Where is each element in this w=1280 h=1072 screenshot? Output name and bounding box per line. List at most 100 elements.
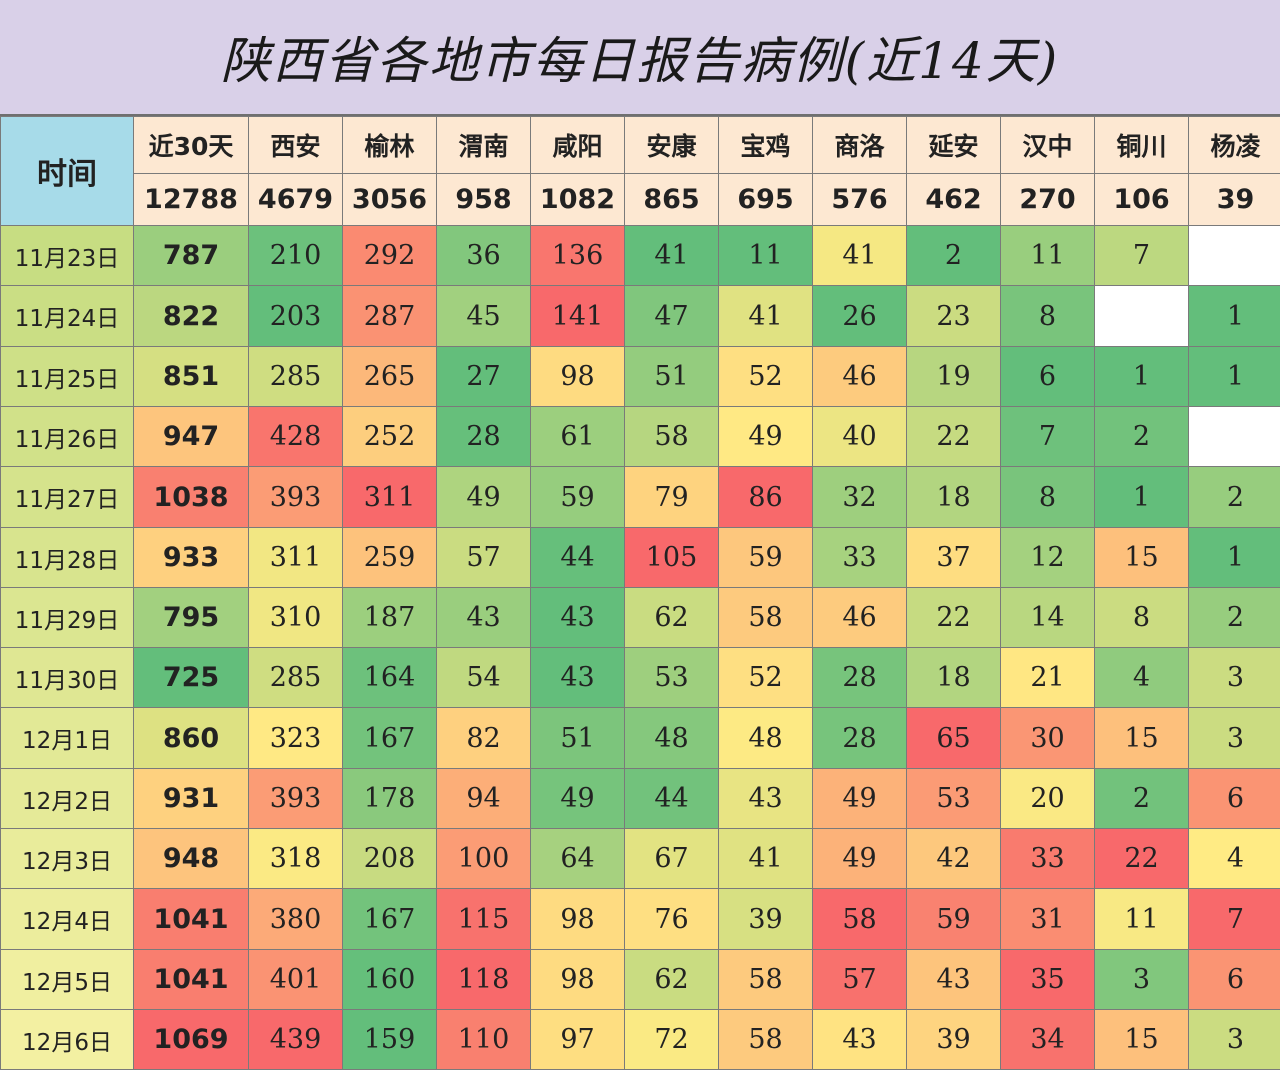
heatmap-cell: 2 (1094, 768, 1189, 829)
heatmap-cell: 59 (718, 527, 813, 588)
heatmap-cell: 105 (624, 527, 719, 588)
heatmap-cell: 51 (530, 707, 625, 769)
heatmap-cell: 31 (1000, 888, 1095, 950)
heatmap-cell: 3 (1188, 1009, 1280, 1070)
heatmap-cell: 4 (1188, 828, 1280, 889)
heatmap-cell: 110 (436, 1009, 531, 1070)
row-date-label: 11月27日 (0, 466, 134, 528)
column-total: 462 (906, 173, 1001, 226)
heatmap-cell: 187 (342, 587, 437, 648)
heatmap-cell: 167 (342, 707, 437, 769)
heatmap-cell: 252 (342, 406, 437, 467)
heatmap-cell: 43 (436, 587, 531, 648)
heatmap-cell: 86 (718, 466, 813, 528)
heatmap-cell: 33 (1000, 828, 1095, 889)
column-total: 1082 (530, 173, 625, 226)
heatmap-cell: 53 (624, 647, 719, 708)
heatmap-cell: 51 (624, 346, 719, 407)
heatmap-cell: 47 (624, 285, 719, 347)
heatmap-cell: 41 (718, 285, 813, 347)
heatmap-cell: 44 (624, 768, 719, 829)
heatmap-cell: 26 (812, 285, 907, 347)
heatmap-cell: 27 (436, 346, 531, 407)
row-date-label: 12月5日 (0, 949, 134, 1010)
column-header: 杨凌 (1188, 116, 1280, 174)
heatmap-cell: 136 (530, 225, 625, 286)
row-date-label: 12月6日 (0, 1009, 134, 1070)
heatmap-cell: 52 (718, 647, 813, 708)
row-date-label: 11月29日 (0, 587, 134, 648)
heatmap-cell: 62 (624, 949, 719, 1010)
column-header: 近30天 (133, 116, 249, 174)
row-total-cell: 933 (133, 527, 249, 588)
row-total-cell: 822 (133, 285, 249, 347)
heatmap-cell: 100 (436, 828, 531, 889)
heatmap-cell: 2 (906, 225, 1001, 286)
heatmap-cell: 43 (530, 587, 625, 648)
heatmap-cell: 42 (906, 828, 1001, 889)
heatmap-cell: 46 (812, 587, 907, 648)
heatmap-cell: 72 (624, 1009, 719, 1070)
column-total: 4679 (248, 173, 343, 226)
heatmap-cell: 41 (718, 828, 813, 889)
heatmap-cell: 94 (436, 768, 531, 829)
heatmap-cell: 28 (812, 647, 907, 708)
row-total-cell: 787 (133, 225, 249, 286)
column-total: 695 (718, 173, 813, 226)
heatmap-cell: 22 (906, 406, 1001, 467)
heatmap-cell: 428 (248, 406, 343, 467)
row-total-cell: 1069 (133, 1009, 249, 1070)
column-total: 39 (1188, 173, 1280, 226)
heatmap-cell: 43 (718, 768, 813, 829)
row-date-label: 12月1日 (0, 707, 134, 769)
heatmap-cell: 11 (1000, 225, 1095, 286)
heatmap-cell: 61 (530, 406, 625, 467)
heatmap-cell: 323 (248, 707, 343, 769)
row-total-cell: 947 (133, 406, 249, 467)
heatmap-cell: 32 (812, 466, 907, 528)
heatmap-cell: 65 (906, 707, 1001, 769)
row-date-label: 12月2日 (0, 768, 134, 829)
column-header: 商洛 (812, 116, 907, 174)
column-total: 576 (812, 173, 907, 226)
column-header: 汉中 (1000, 116, 1095, 174)
heatmap-cell: 164 (342, 647, 437, 708)
heatmap-cell: 37 (906, 527, 1001, 588)
heatmap-cell: 28 (436, 406, 531, 467)
heatmap-cell: 1 (1188, 285, 1280, 347)
heatmap-cell: 292 (342, 225, 437, 286)
heatmap-cell: 58 (718, 587, 813, 648)
heatmap-cell: 1 (1094, 466, 1189, 528)
heatmap-cell: 34 (1000, 1009, 1095, 1070)
heatmap-cell: 8 (1000, 285, 1095, 347)
heatmap-cell: 310 (248, 587, 343, 648)
heatmap-cell: 53 (906, 768, 1001, 829)
column-total: 3056 (342, 173, 437, 226)
heatmap-cell: 259 (342, 527, 437, 588)
heatmap-cell: 15 (1094, 1009, 1189, 1070)
heatmap-cell: 43 (530, 647, 625, 708)
column-total: 270 (1000, 173, 1095, 226)
heatmap-cell: 39 (718, 888, 813, 950)
heatmap-cell: 98 (530, 346, 625, 407)
heatmap-cell: 30 (1000, 707, 1095, 769)
heatmap-cell: 41 (812, 225, 907, 286)
heatmap-cell: 49 (718, 406, 813, 467)
heatmap-cell: 311 (342, 466, 437, 528)
heatmap-cell: 8 (1094, 587, 1189, 648)
heatmap-cell: 39 (906, 1009, 1001, 1070)
heatmap-cell: 6 (1000, 346, 1095, 407)
heatmap-cell: 28 (812, 707, 907, 769)
heatmap-cell: 23 (906, 285, 1001, 347)
row-total-cell: 1041 (133, 888, 249, 950)
heatmap-cell: 167 (342, 888, 437, 950)
row-total-cell: 860 (133, 707, 249, 769)
heatmap-cell: 15 (1094, 707, 1189, 769)
heatmap-cell: 11 (1094, 888, 1189, 950)
heatmap-cell: 18 (906, 466, 1001, 528)
heatmap-cell: 54 (436, 647, 531, 708)
column-total: 12788 (133, 173, 249, 226)
row-total-cell: 931 (133, 768, 249, 829)
column-header: 安康 (624, 116, 719, 174)
column-header: 咸阳 (530, 116, 625, 174)
